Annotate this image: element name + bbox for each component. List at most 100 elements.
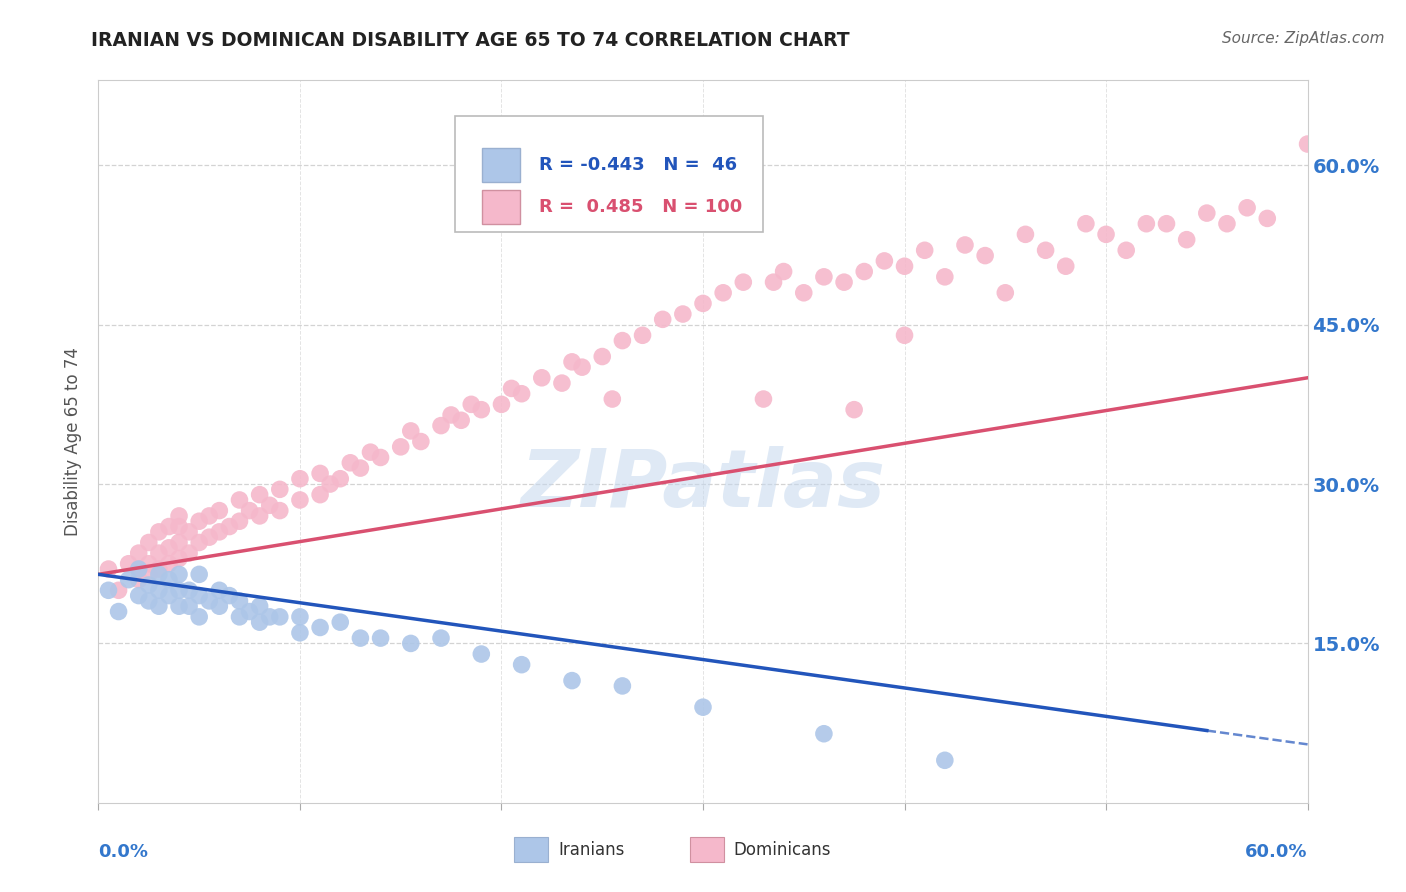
Point bbox=[612, 679, 634, 693]
Point bbox=[107, 583, 129, 598]
Point bbox=[530, 371, 553, 385]
Point bbox=[128, 573, 150, 587]
Point bbox=[399, 636, 422, 650]
Point bbox=[934, 753, 956, 767]
Point bbox=[430, 418, 453, 433]
Point bbox=[228, 493, 250, 508]
Point bbox=[309, 488, 332, 502]
Point bbox=[853, 264, 876, 278]
Point bbox=[167, 519, 190, 533]
Point bbox=[97, 562, 120, 576]
Point bbox=[228, 514, 250, 528]
Point bbox=[711, 285, 734, 300]
Point bbox=[157, 557, 180, 571]
Point bbox=[470, 647, 492, 661]
Text: ZIPatlas: ZIPatlas bbox=[520, 446, 886, 524]
Point bbox=[934, 269, 956, 284]
FancyBboxPatch shape bbox=[515, 837, 548, 863]
Point bbox=[551, 376, 574, 390]
Point bbox=[128, 562, 150, 576]
Point bbox=[188, 567, 211, 582]
Point bbox=[239, 503, 262, 517]
Point bbox=[148, 546, 170, 560]
Point bbox=[460, 397, 482, 411]
Text: 0.0%: 0.0% bbox=[98, 843, 149, 861]
FancyBboxPatch shape bbox=[482, 190, 520, 225]
Point bbox=[450, 413, 472, 427]
Text: Dominicans: Dominicans bbox=[734, 841, 831, 859]
Text: 60.0%: 60.0% bbox=[1246, 843, 1308, 861]
Point bbox=[1195, 206, 1218, 220]
Point bbox=[1035, 244, 1057, 258]
Point bbox=[631, 328, 654, 343]
Point bbox=[167, 599, 190, 614]
Point bbox=[1216, 217, 1239, 231]
Point bbox=[148, 567, 170, 582]
Text: IRANIAN VS DOMINICAN DISABILITY AGE 65 TO 74 CORRELATION CHART: IRANIAN VS DOMINICAN DISABILITY AGE 65 T… bbox=[91, 31, 851, 50]
Point bbox=[440, 408, 463, 422]
Point bbox=[198, 508, 221, 523]
Point bbox=[389, 440, 412, 454]
Point bbox=[692, 700, 714, 714]
Point bbox=[602, 392, 624, 406]
Point bbox=[288, 472, 311, 486]
Point bbox=[501, 381, 523, 395]
Point bbox=[167, 508, 190, 523]
Point bbox=[128, 546, 150, 560]
Point bbox=[672, 307, 695, 321]
Point bbox=[239, 605, 262, 619]
Point bbox=[188, 610, 211, 624]
Point bbox=[148, 524, 170, 539]
Point bbox=[813, 727, 835, 741]
Point bbox=[844, 402, 866, 417]
Point bbox=[208, 503, 231, 517]
Point bbox=[228, 610, 250, 624]
Point bbox=[179, 546, 201, 560]
Point bbox=[1115, 244, 1137, 258]
Point bbox=[107, 605, 129, 619]
Point bbox=[762, 275, 785, 289]
Point bbox=[249, 599, 271, 614]
Point bbox=[752, 392, 775, 406]
Point bbox=[349, 631, 371, 645]
Point bbox=[974, 249, 997, 263]
Point bbox=[138, 578, 160, 592]
Point bbox=[118, 573, 141, 587]
Point bbox=[167, 583, 190, 598]
Point bbox=[370, 450, 392, 465]
Point bbox=[188, 514, 211, 528]
Point bbox=[399, 424, 422, 438]
Point bbox=[157, 589, 180, 603]
Point bbox=[1054, 259, 1077, 273]
Point bbox=[208, 583, 231, 598]
Point bbox=[128, 589, 150, 603]
Point bbox=[360, 445, 382, 459]
Point bbox=[208, 524, 231, 539]
Point bbox=[1095, 227, 1118, 242]
Point bbox=[1256, 211, 1278, 226]
Point bbox=[97, 583, 120, 598]
Point bbox=[288, 625, 311, 640]
Point bbox=[138, 594, 160, 608]
Point bbox=[1135, 217, 1157, 231]
Point bbox=[571, 360, 593, 375]
Point bbox=[832, 275, 855, 289]
Point bbox=[612, 334, 634, 348]
Point bbox=[329, 472, 352, 486]
Point bbox=[259, 498, 281, 512]
Point bbox=[692, 296, 714, 310]
Point bbox=[157, 573, 180, 587]
Point bbox=[510, 386, 533, 401]
Point bbox=[148, 599, 170, 614]
Point bbox=[893, 259, 915, 273]
Point bbox=[208, 599, 231, 614]
Point bbox=[349, 461, 371, 475]
Point bbox=[167, 567, 190, 582]
Point bbox=[319, 477, 342, 491]
Point bbox=[179, 524, 201, 539]
Point bbox=[167, 551, 190, 566]
Point bbox=[651, 312, 673, 326]
Text: Iranians: Iranians bbox=[558, 841, 624, 859]
Point bbox=[772, 264, 794, 278]
Point bbox=[138, 535, 160, 549]
